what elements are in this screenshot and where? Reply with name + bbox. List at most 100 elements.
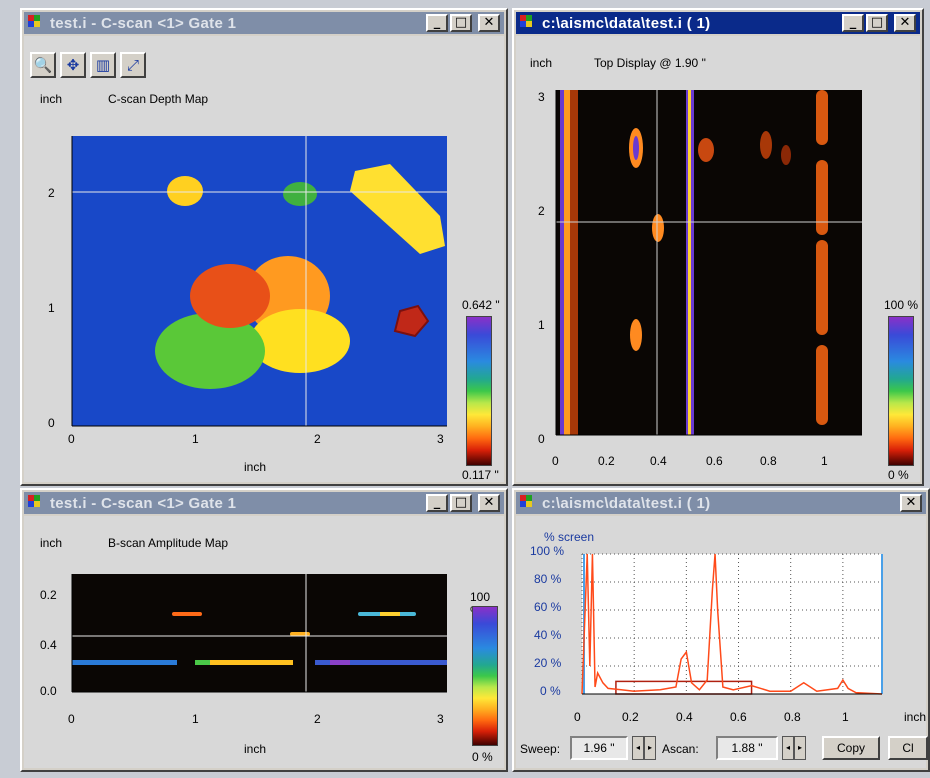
color-scale [466, 316, 492, 466]
ascan-client: % screen 100 % 80 % 60 % 40 % 20 % 0 % 0… [516, 516, 928, 768]
close-button[interactable]: ✕ [900, 494, 922, 512]
close-button[interactable]: ✕ [894, 14, 916, 32]
ascan-right-arrow-icon[interactable]: ▸ [794, 736, 806, 760]
ascan-field[interactable]: 1.88 " [716, 736, 778, 760]
scale-max: 100 % [884, 298, 919, 312]
sweep-right-arrow-icon[interactable]: ▸ [644, 736, 656, 760]
x-tick: 0 [68, 432, 75, 446]
y-tick: 0 [48, 416, 55, 430]
unit-label: inch [530, 56, 553, 70]
zoom-icon[interactable]: 🔍 [30, 52, 56, 78]
minimize-button[interactable]: _ [426, 14, 448, 32]
bscan-client: inch B-scan Amplitude Map 0.2 0.4 0.0 0 … [24, 516, 504, 768]
y-tick: 2 [48, 186, 55, 200]
y-tick: 40 % [534, 628, 562, 642]
sweep-field[interactable]: 1.96 " [570, 736, 628, 760]
plot-area [582, 554, 882, 694]
top-display-window: c:\aismc\data\test.i ( 1) _ □ ✕ inch Top… [512, 8, 924, 486]
ascan-label: Ascan: [662, 742, 699, 756]
x-tick: 2 [314, 712, 321, 726]
y-tick: 0.4 [40, 638, 57, 652]
x-tick: 3 [437, 432, 444, 446]
scale-min: 0.117 " [462, 468, 499, 482]
map-heading: B-scan Amplitude Map [108, 536, 229, 550]
y-tick: 100 % [530, 544, 565, 558]
ascan-titlebar[interactable]: c:\aismc\data\test.i ( 1) ✕ [516, 492, 926, 514]
close-button[interactable]: ✕ [478, 494, 500, 512]
app-icon [520, 15, 536, 31]
top-display-map[interactable] [546, 90, 866, 440]
close-button[interactable]: ✕ [478, 14, 500, 32]
y-tick: 0.0 [40, 684, 57, 698]
x-tick: 0.4 [676, 710, 693, 724]
map-heading: C-scan Depth Map [108, 92, 209, 106]
window-title: c:\aismc\data\test.i ( 1) [542, 14, 711, 32]
x-unit-label: inch [904, 710, 927, 724]
app-icon [28, 15, 44, 31]
scale-min: 0 % [888, 468, 909, 482]
scale-max: 0.642 " [462, 298, 500, 312]
y-tick: 20 % [534, 656, 562, 670]
ascan-chart[interactable] [578, 550, 888, 700]
cscan-titlebar[interactable]: test.i - C-scan <1> Gate 1 _ □ ✕ [24, 12, 504, 34]
display-heading: Top Display @ 1.90 " [594, 56, 706, 70]
x-axis-label: inch [244, 460, 267, 474]
sweep-label: Sweep: [520, 742, 561, 756]
x-tick: 0.6 [706, 454, 723, 468]
expand-icon[interactable]: ⤢ [120, 52, 146, 78]
x-tick: 1 [192, 712, 199, 726]
cscan-map[interactable] [50, 136, 450, 436]
sweep-left-arrow-icon[interactable]: ◂ [632, 736, 644, 760]
x-tick: 0.6 [730, 710, 747, 724]
x-tick: 2 [314, 432, 321, 446]
y-tick: 60 % [534, 600, 562, 614]
scale-min: 0 % [472, 750, 493, 764]
y-axis-label: % screen [544, 530, 595, 544]
ascan-left-arrow-icon[interactable]: ◂ [782, 736, 794, 760]
y-tick: 3 [538, 90, 545, 104]
ascan-window: c:\aismc\data\test.i ( 1) ✕ % screen 100… [512, 488, 930, 772]
color-scale [888, 316, 914, 466]
x-tick: 0.8 [784, 710, 801, 724]
minimize-button[interactable]: _ [426, 494, 448, 512]
x-tick: 1 [821, 454, 828, 468]
close-dialog-button[interactable]: Cl [888, 736, 928, 760]
minimize-button[interactable]: _ [842, 14, 864, 32]
copy-button[interactable]: Copy [822, 736, 880, 760]
top-display-titlebar[interactable]: c:\aismc\data\test.i ( 1) _ □ ✕ [516, 12, 920, 34]
maximize-button[interactable]: □ [866, 14, 888, 32]
x-tick: 0.2 [598, 454, 615, 468]
maximize-button[interactable]: □ [450, 14, 472, 32]
y-tick: 0 [538, 432, 545, 446]
x-tick: 1 [192, 432, 199, 446]
x-tick: 0.2 [622, 710, 639, 724]
bscan-titlebar[interactable]: test.i - C-scan <1> Gate 1 _ □ ✕ [24, 492, 504, 514]
x-tick: 0 [68, 712, 75, 726]
x-tick: 0 [574, 710, 581, 724]
y-tick: 1 [48, 301, 55, 315]
histogram-icon[interactable]: ▥ [90, 52, 116, 78]
x-tick: 0 [552, 454, 559, 468]
window-title: test.i - C-scan <1> Gate 1 [50, 14, 237, 32]
x-axis-label: inch [244, 742, 267, 756]
top-display-client: inch Top Display @ 1.90 " 3 2 [516, 36, 920, 482]
x-tick: 3 [437, 712, 444, 726]
window-title: test.i - C-scan <1> Gate 1 [50, 494, 237, 512]
x-tick: 0.8 [760, 454, 777, 468]
app-icon [28, 495, 44, 511]
x-tick: 1 [842, 710, 849, 724]
cscan-client: 🔍 ✥ ▥ ⤢ inch C-scan Depth Map 2 1 0 0 1 … [24, 36, 504, 482]
maximize-button[interactable]: □ [450, 494, 472, 512]
cscan-window: test.i - C-scan <1> Gate 1 _ □ ✕ 🔍 ✥ ▥ ⤢… [20, 8, 508, 486]
color-scale [472, 606, 498, 746]
pan-icon[interactable]: ✥ [60, 52, 86, 78]
y-tick: 1 [538, 318, 545, 332]
y-tick: 80 % [534, 572, 562, 586]
app-icon [520, 495, 536, 511]
y-tick: 0.2 [40, 588, 57, 602]
bscan-window: test.i - C-scan <1> Gate 1 _ □ ✕ inch B-… [20, 488, 508, 772]
ascan-trace [581, 553, 883, 695]
x-tick: 0.4 [650, 454, 667, 468]
window-title: c:\aismc\data\test.i ( 1) [542, 494, 711, 512]
bscan-map[interactable] [50, 574, 450, 704]
